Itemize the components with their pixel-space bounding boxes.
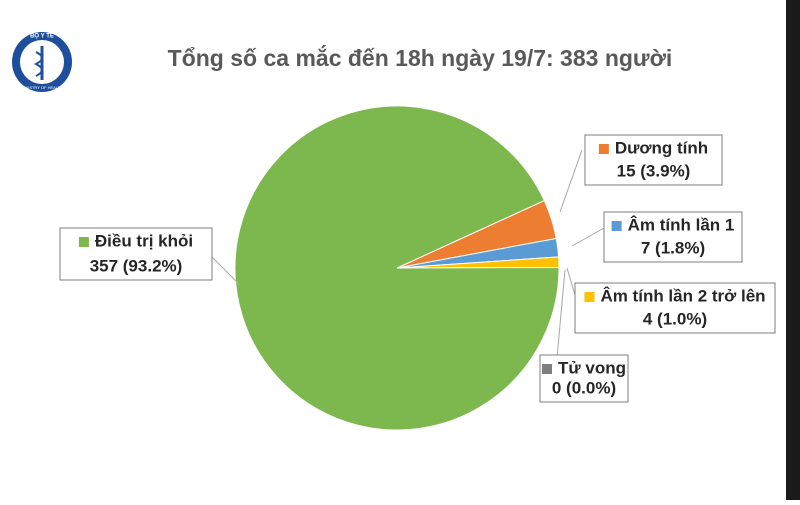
logo-bottom: MINISTRY OF HEALTH xyxy=(21,85,63,90)
legend-swatch xyxy=(79,237,89,247)
logo: BỘ Y TẾ MINISTRY OF HEALTH xyxy=(12,32,72,92)
legend-swatch xyxy=(584,292,594,302)
logo-top: BỘ Y TẾ xyxy=(30,32,54,40)
label-name: Tử vong xyxy=(558,358,626,377)
data-label: 7 (1.8%) xyxy=(641,238,705,257)
legend-swatch xyxy=(542,364,552,374)
legend-swatch xyxy=(599,144,609,154)
chart-title: Tổng số ca mắc đến 18h ngày 19/7: 383 ng… xyxy=(168,44,673,71)
label-name: Âm tính lần 1 xyxy=(628,215,735,234)
label-name: Âm tính lần 2 trở lên xyxy=(600,286,765,305)
label-name: Dương tính xyxy=(615,138,708,157)
legend-swatch xyxy=(612,221,622,231)
data-label: 357 (93.2%) xyxy=(90,256,183,275)
right-edge xyxy=(786,0,800,500)
label-name: Điều trị khỏi xyxy=(95,231,193,250)
data-label: 0 (0.0%) xyxy=(552,378,616,397)
data-label: 15 (3.9%) xyxy=(617,161,691,180)
data-label: 4 (1.0%) xyxy=(643,309,707,328)
pie-slice xyxy=(235,106,559,430)
